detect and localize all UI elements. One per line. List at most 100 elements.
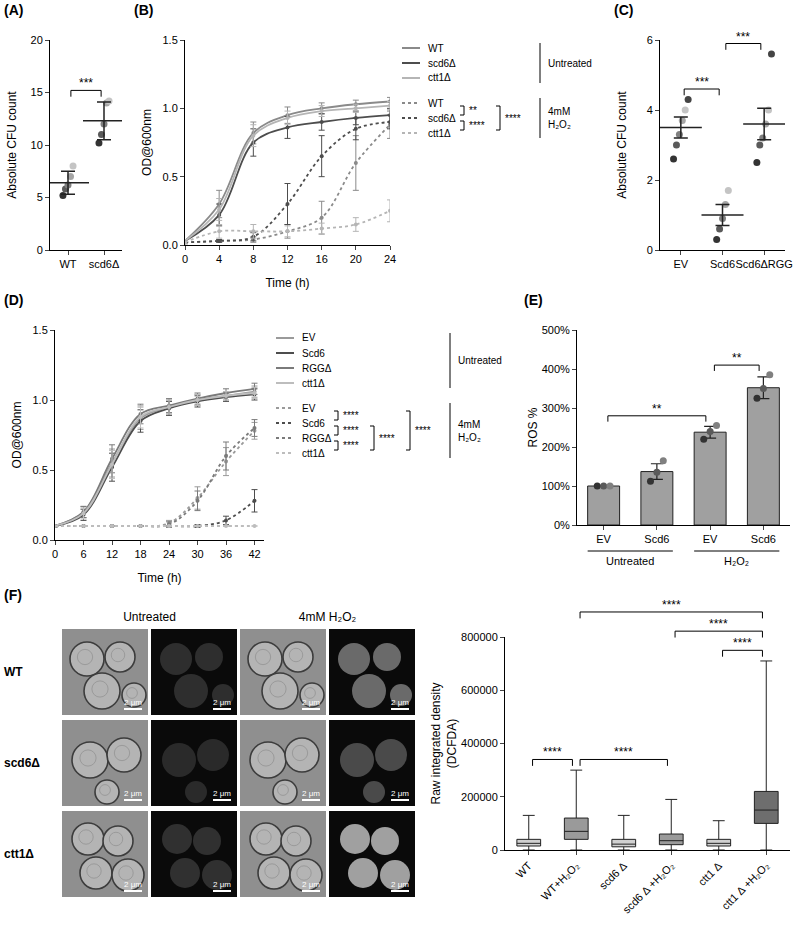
svg-text:***: ***: [736, 30, 750, 44]
svg-text:ctt1Δ: ctt1Δ: [302, 378, 325, 389]
svg-text:18: 18: [134, 548, 146, 560]
svg-text:RGGΔ: RGGΔ: [302, 363, 332, 374]
svg-text:4mMH₂O₂: 4mMH₂O₂: [548, 106, 571, 130]
svg-text:Scd6: Scd6: [302, 418, 325, 429]
svg-text:scd6Δ: scd6Δ: [4, 756, 40, 770]
svg-text:6: 6: [80, 548, 86, 560]
svg-text:****: ****: [505, 113, 521, 124]
svg-text:****: ****: [709, 617, 728, 631]
svg-text:ctt1Δ: ctt1Δ: [428, 128, 451, 139]
svg-text:12: 12: [281, 253, 293, 265]
svg-text:Scd6: Scd6: [644, 533, 669, 545]
svg-text:ctt1Δ: ctt1Δ: [302, 448, 325, 459]
svg-text:2 μm: 2 μm: [124, 789, 142, 798]
svg-text:2 μm: 2 μm: [213, 789, 231, 798]
svg-text:30: 30: [191, 548, 203, 560]
svg-text:2: 2: [647, 174, 653, 186]
svg-text:Raw integrated density(DCFDA): Raw integrated density(DCFDA): [429, 682, 459, 804]
svg-text:1.0: 1.0: [163, 102, 178, 114]
svg-text:****: ****: [343, 440, 359, 451]
svg-text:EV: EV: [302, 332, 316, 343]
svg-text:Untreated: Untreated: [123, 610, 176, 624]
svg-text:100%: 100%: [542, 480, 570, 492]
svg-text:300%: 300%: [542, 402, 570, 414]
svg-text:ctt1 Δ +H₂O₂: ctt1 Δ +H₂O₂: [719, 860, 771, 912]
svg-text:****: ****: [415, 425, 431, 436]
svg-text:10: 10: [31, 139, 43, 151]
svg-text:15: 15: [31, 86, 43, 98]
svg-text:****: ****: [662, 598, 681, 612]
svg-text:2 μm: 2 μm: [124, 880, 142, 889]
svg-text:**: **: [652, 402, 662, 416]
svg-text:Untreated: Untreated: [548, 58, 592, 69]
svg-text:2 μm: 2 μm: [213, 880, 231, 889]
svg-text:Scd6: Scd6: [751, 533, 776, 545]
svg-text:24: 24: [163, 548, 175, 560]
svg-text:0: 0: [37, 244, 43, 256]
svg-text:4: 4: [647, 104, 653, 116]
svg-text:WT: WT: [428, 98, 444, 109]
svg-text:400000: 400000: [461, 737, 498, 749]
svg-text:600000: 600000: [461, 684, 498, 696]
svg-text:scd6Δ: scd6Δ: [428, 58, 456, 69]
svg-text:****: ****: [343, 410, 359, 421]
svg-text:2 μm: 2 μm: [391, 880, 409, 889]
svg-text:ctt1Δ: ctt1Δ: [4, 847, 34, 861]
svg-text:800000: 800000: [461, 631, 498, 643]
svg-text:Scd6: Scd6: [302, 348, 325, 359]
svg-text:0: 0: [647, 244, 653, 256]
svg-text:0: 0: [52, 548, 58, 560]
svg-text:EV: EV: [673, 258, 688, 270]
svg-text:4mM H₂O₂: 4mM H₂O₂: [299, 610, 357, 624]
svg-text:****: ****: [733, 636, 752, 650]
svg-text:500%: 500%: [542, 324, 570, 336]
svg-text:Scd6ΔRGG: Scd6ΔRGG: [735, 258, 792, 270]
svg-text:WT: WT: [513, 859, 534, 880]
svg-text:OD@600nm: OD@600nm: [10, 402, 24, 469]
svg-text:400%: 400%: [542, 363, 570, 375]
svg-text:0%: 0%: [554, 519, 570, 531]
svg-text:H₂O₂: H₂O₂: [724, 555, 749, 567]
svg-text:20: 20: [31, 34, 43, 46]
svg-text:Scd6: Scd6: [710, 258, 735, 270]
svg-text:OD@600nm: OD@600nm: [140, 109, 154, 176]
svg-text:24: 24: [384, 253, 396, 265]
svg-text:***: ***: [79, 76, 93, 90]
svg-text:4: 4: [216, 253, 222, 265]
svg-text:WT: WT: [59, 258, 76, 270]
svg-text:Absolute CFU count: Absolute CFU count: [5, 91, 19, 199]
svg-text:0.5: 0.5: [33, 464, 48, 476]
svg-text:****: ****: [469, 120, 485, 131]
svg-text:ROS %: ROS %: [526, 407, 540, 447]
svg-text:WT+H₂O₂: WT+H₂O₂: [539, 860, 582, 903]
svg-text:****: ****: [614, 745, 633, 759]
svg-text:36: 36: [220, 548, 232, 560]
svg-text:2 μm: 2 μm: [391, 789, 409, 798]
svg-text:1.5: 1.5: [163, 34, 178, 46]
svg-text:scd6Δ: scd6Δ: [89, 258, 120, 270]
svg-text:**: **: [469, 105, 477, 116]
svg-text:200000: 200000: [461, 791, 498, 803]
svg-text:Absolute CFU count: Absolute CFU count: [615, 91, 629, 199]
svg-text:Untreated: Untreated: [606, 555, 654, 567]
svg-text:RGGΔ: RGGΔ: [302, 433, 332, 444]
svg-text:EV: EV: [596, 533, 611, 545]
svg-text:42: 42: [248, 548, 260, 560]
svg-text:0: 0: [492, 844, 498, 856]
svg-text:ctt1Δ: ctt1Δ: [428, 72, 451, 83]
svg-text:****: ****: [543, 745, 562, 759]
svg-text:4mMH₂O₂: 4mMH₂O₂: [458, 419, 481, 443]
svg-text:16: 16: [316, 253, 328, 265]
svg-text:2 μm: 2 μm: [302, 789, 320, 798]
svg-text:5: 5: [37, 191, 43, 203]
svg-text:12: 12: [106, 548, 118, 560]
svg-text:0.0: 0.0: [33, 534, 48, 546]
svg-text:EV: EV: [302, 403, 316, 414]
svg-text:EV: EV: [703, 533, 718, 545]
svg-text:0.5: 0.5: [163, 171, 178, 183]
svg-text:2 μm: 2 μm: [391, 698, 409, 707]
svg-text:***: ***: [695, 75, 709, 89]
svg-text:6: 6: [647, 34, 653, 46]
svg-text:2 μm: 2 μm: [124, 698, 142, 707]
svg-text:1.5: 1.5: [33, 324, 48, 336]
